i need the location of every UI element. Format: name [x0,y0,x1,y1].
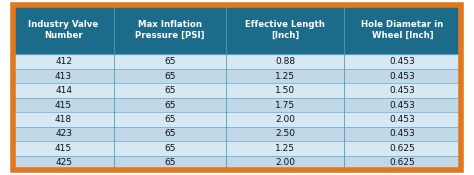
Text: 1.25: 1.25 [275,72,295,81]
Text: 415: 415 [55,144,72,153]
Text: 1.50: 1.50 [275,86,295,95]
Text: 423: 423 [55,130,72,138]
Text: Industry Valve
Number: Industry Valve Number [28,20,99,40]
Text: 413: 413 [55,72,72,81]
Bar [13,141,461,156]
Text: 0.625: 0.625 [390,158,415,167]
Text: 65: 65 [164,72,176,81]
Text: 65: 65 [164,144,176,153]
Text: 65: 65 [164,101,176,110]
Bar [13,112,461,127]
Text: Max Inflation
Pressure [PSI]: Max Inflation Pressure [PSI] [135,20,205,40]
Text: 418: 418 [55,115,72,124]
Text: 0.453: 0.453 [390,101,415,110]
Text: 2.00: 2.00 [275,115,295,124]
Text: 0.453: 0.453 [390,72,415,81]
Text: 0.88: 0.88 [275,57,295,66]
Bar [13,83,461,98]
Text: 1.75: 1.75 [275,101,295,110]
Bar [226,5,345,54]
Bar [13,5,114,54]
Text: 65: 65 [164,57,176,66]
Bar [114,5,226,54]
Bar [13,127,461,141]
Text: Effective Length
[Inch]: Effective Length [Inch] [245,20,325,40]
Text: 65: 65 [164,86,176,95]
Text: 1.25: 1.25 [275,144,295,153]
Text: 414: 414 [55,86,72,95]
Text: 0.625: 0.625 [390,144,415,153]
Text: Hole Diametar in
Wheel [Inch]: Hole Diametar in Wheel [Inch] [362,20,444,40]
Text: 65: 65 [164,115,176,124]
Text: 0.453: 0.453 [390,57,415,66]
Text: 0.453: 0.453 [390,86,415,95]
Text: 2.00: 2.00 [275,158,295,167]
Text: 412: 412 [55,57,72,66]
Text: 0.453: 0.453 [390,130,415,138]
Text: 65: 65 [164,158,176,167]
Text: 415: 415 [55,101,72,110]
Bar [345,5,461,54]
Bar [13,98,461,112]
Text: 2.50: 2.50 [275,130,295,138]
Text: 65: 65 [164,130,176,138]
Bar [13,54,461,69]
Bar [13,156,461,170]
Bar [13,69,461,83]
Text: 0.453: 0.453 [390,115,415,124]
Text: 425: 425 [55,158,72,167]
